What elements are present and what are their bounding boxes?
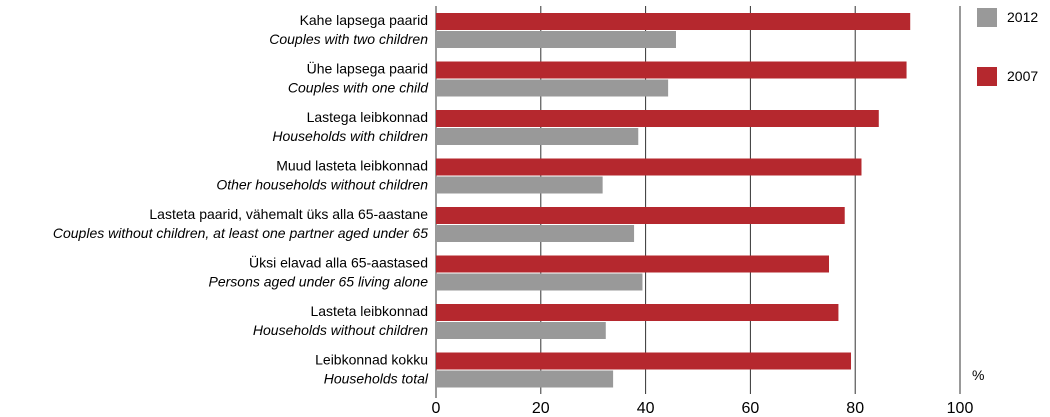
bar-2007-7 — [436, 352, 852, 370]
x-tick-60: 60 — [742, 400, 760, 417]
bar-2012-6 — [436, 322, 606, 339]
bar-2012-0 — [436, 31, 676, 48]
bar-2012-3 — [436, 176, 603, 194]
x-tick-20: 20 — [532, 400, 550, 417]
category-label-et-5: Üksi elavad alla 65-aastased — [249, 254, 428, 271]
bars — [436, 13, 911, 388]
legend: 2012 2007 — [977, 8, 1038, 86]
bar-2012-4 — [436, 225, 635, 242]
category-label-en-6: Households without children — [253, 322, 428, 338]
category-label-en-1: Couples with one child — [288, 80, 429, 96]
category-label-en-5: Persons aged under 65 living alone — [209, 274, 429, 290]
category-label-et-3: Muud lasteta leibkonnad — [276, 158, 428, 174]
category-label-et-2: Lastega leibkonnad — [307, 109, 428, 125]
bar-2007-5 — [436, 255, 829, 273]
bar-2012-2 — [436, 128, 639, 145]
category-labels: Kahe lapsega paarid Couples with two chil… — [53, 12, 429, 387]
category-label-et-6: Lasteta leibkonnad — [310, 303, 428, 319]
legend-label-2012: 2012 — [1007, 9, 1038, 25]
bar-2012-5 — [436, 273, 643, 291]
category-label-en-4: Couples without children, at least one p… — [53, 225, 428, 241]
category-label-et-0: Kahe lapsega paarid — [300, 12, 428, 28]
category-label-en-7: Households total — [324, 371, 429, 387]
x-tick-0: 0 — [432, 400, 441, 417]
x-tick-100: 100 — [947, 400, 974, 417]
bar-2007-1 — [436, 61, 907, 79]
legend-label-2007: 2007 — [1007, 68, 1038, 84]
bar-2007-6 — [436, 304, 839, 321]
x-tick-40: 40 — [637, 400, 655, 417]
unit-label: % — [972, 367, 984, 383]
bar-2012-1 — [436, 79, 669, 97]
bar-2007-0 — [436, 13, 911, 30]
bar-2007-3 — [436, 158, 862, 176]
x-tick-labels: 0 20 40 60 80 100 — [432, 400, 974, 417]
legend-swatch-2012 — [977, 8, 997, 27]
category-label-en-2: Households with children — [272, 128, 428, 144]
category-label-et-4: Lasteta paarid, vähemalt üks alla 65-aas… — [149, 206, 428, 222]
category-label-en-0: Couples with two children — [269, 31, 428, 47]
bar-2007-4 — [436, 207, 845, 224]
bar-2007-2 — [436, 110, 879, 127]
category-label-et-1: Ühe lapsega paarid — [307, 60, 428, 77]
category-label-et-7: Leibkonnad kokku — [315, 352, 428, 368]
legend-swatch-2007 — [977, 67, 997, 86]
category-label-en-3: Other households without children — [216, 177, 428, 193]
x-tick-80: 80 — [846, 400, 864, 417]
bar-2012-7 — [436, 370, 614, 388]
